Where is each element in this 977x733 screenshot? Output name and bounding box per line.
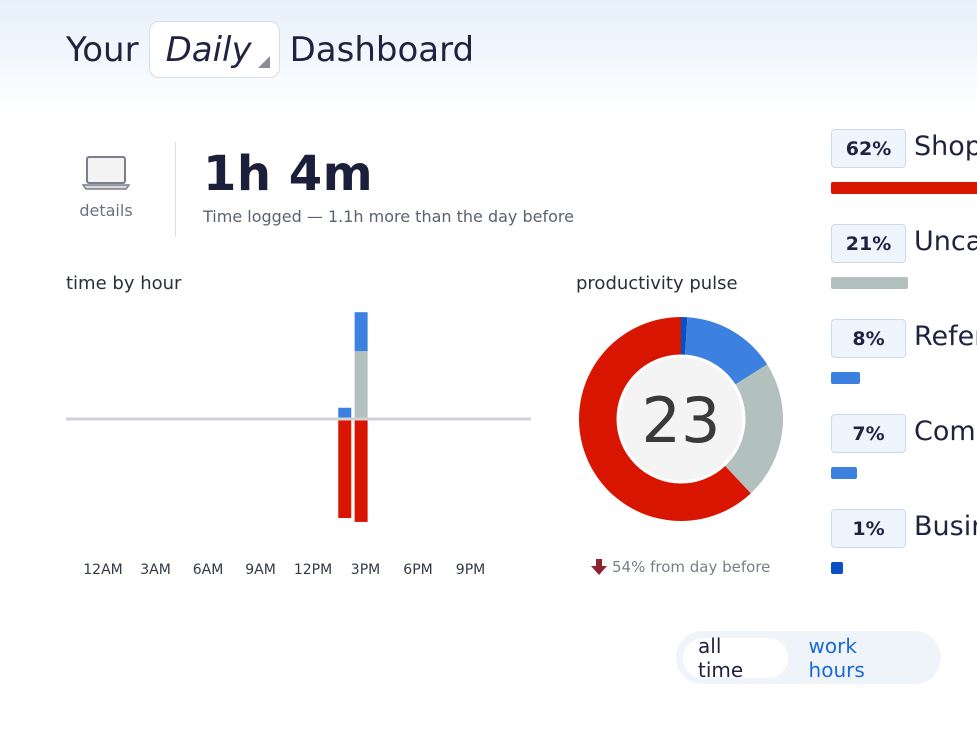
hour-tick-label: 12PM [294,562,332,578]
category-percent: 1% [831,509,906,548]
device-details-link[interactable]: details [66,155,146,220]
category-row[interactable]: 62% Shopping [831,129,977,209]
toggle-all-time[interactable]: all time [683,634,788,682]
hour-bar-segment [354,312,368,352]
hour-tick-label: 12AM [83,562,122,578]
pulse-center [616,354,746,484]
hour-bar-segment [338,407,352,418]
category-row[interactable]: 1% Business [831,509,977,589]
category-bar [831,182,977,194]
category-name: Business [914,511,977,542]
category-row[interactable]: 21% Uncategorized [831,224,977,304]
hour-bar-segment [338,420,352,518]
hour-tick-label: 9PM [456,562,485,578]
laptop-icon [82,156,130,190]
hour-tick-label: 6AM [193,562,224,578]
hour-tick-label: 3PM [351,562,380,578]
category-name: Shopping [914,131,977,162]
category-bar [831,467,857,479]
time-by-hour-title: time by hour [66,273,182,294]
category-percent: 21% [831,224,906,263]
arrow-down-icon [591,559,607,575]
header-prefix: Your [66,29,139,70]
category-percent: 62% [831,129,906,168]
time-range-toggle: all time work hours [676,631,941,684]
category-bar [831,277,908,289]
hour-bar-segment [354,420,368,522]
hour-bar-segment [354,351,368,418]
toggle-work-hours[interactable]: work hours [808,633,865,682]
category-bar [831,372,860,384]
productivity-pulse-donut: 23 [579,317,783,521]
category-row[interactable]: 7% Communication [831,414,977,494]
category-percent: 7% [831,414,906,453]
period-value: Daily [165,29,252,70]
pulse-slice [684,317,768,387]
pulse-slice [681,317,688,360]
category-percent: 8% [831,319,906,358]
pulse-score: 23 [642,384,721,457]
category-list: 62% Shopping 21% Uncategorized 8% Reference &… [831,120,977,590]
summary-divider [175,142,176,237]
hour-tick-label: 6PM [403,562,432,578]
period-dropdown[interactable]: Daily [148,21,280,78]
total-time: 1h 4m [203,146,374,202]
hour-tick-label: 3AM [140,562,171,578]
pulse-change-text: 54% from day before [612,558,771,576]
category-name: Reference & Learning [914,321,977,352]
time-logged-subtitle: Time logged — 1.1h more than the day bef… [203,207,574,226]
category-name: Uncategorized [914,226,977,257]
time-by-hour-chart: 12AM 3AM 6AM 9AM 12PM 3PM 6PM 9PM [66,312,531,578]
pulse-slice [579,317,751,521]
productivity-pulse-title: productivity pulse [576,273,738,294]
dropdown-caret-icon [257,56,270,68]
category-name: Communication [914,416,977,447]
dashboard-header: Your Daily Dashboard [66,21,474,78]
pulse-change: 54% from day before [590,558,770,576]
hour-tick-label: 9AM [245,562,276,578]
category-bar [831,562,843,574]
device-label: details [79,201,133,220]
category-row[interactable]: 8% Reference & Learning [831,319,977,399]
header-suffix: Dashboard [289,29,475,70]
